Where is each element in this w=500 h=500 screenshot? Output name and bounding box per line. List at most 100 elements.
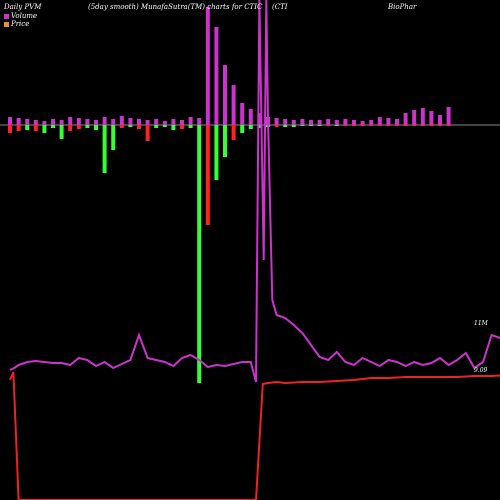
volume-bar-down [291,125,296,127]
volume-bar-down [16,125,21,131]
volume-bar-up [154,119,159,125]
price-axis-label: 9.09 [474,367,488,374]
volume-bar-down [85,125,90,128]
volume-bar-up [248,109,253,125]
volume-bar-down [446,125,451,126]
volume-bar-up [145,120,150,125]
volume-bar-up [42,121,47,125]
volume-bar-up [274,118,279,125]
volume-bar-up [343,119,348,125]
legend-volume-swatch [4,13,9,19]
volume-bar-down [33,125,38,131]
volume-bar-up [309,120,313,125]
volume-bar-up [85,119,90,125]
volume-axis-label: 11M [474,320,488,327]
volume-bar-down [205,125,210,225]
volume-bar-down [326,125,331,126]
volume-bar-down [412,125,417,126]
volume-bar-up [377,117,382,125]
volume-bar-down [334,125,339,126]
volume-bar-up [180,120,184,125]
volume-bar-down [343,125,348,126]
volume-bar-up [257,113,262,125]
volume-bar-down [162,125,167,127]
volume-bar-up [283,119,288,125]
volume-bar-down [128,125,133,127]
volume-bar-up [240,103,245,125]
volume-bar-up [438,115,442,125]
volume-bar-down [403,125,408,126]
volume-bar-up [360,121,365,125]
volume-bar-up [352,120,356,125]
volume-bar-up [231,85,236,125]
volume-bar-up [197,118,202,125]
volume-bar-down [51,125,55,128]
volume-bar-up [102,117,107,125]
volume-bar-up [51,119,55,125]
volume-bar-up [412,110,417,125]
volume-bar-up [171,119,176,125]
volume-bar-up [76,118,81,125]
volume-bar-down [94,125,98,130]
volume-bar-up [420,108,425,125]
volume-bar-up [137,119,141,125]
volume-bar-down [42,125,47,133]
legend-volume: Volume [4,12,37,20]
volume-bar-down [154,125,159,128]
volume-bar-down [248,125,253,129]
legend-price: Price [4,20,29,28]
chart-header-title: (5day smooth) MunafaSutra(TM) charts for… [88,3,263,11]
volume-bar-up [334,120,339,125]
volume-bar-up [205,7,210,125]
volume-bar-down [137,125,141,129]
volume-bar-down [360,125,365,126]
volume-bar-down [25,125,30,130]
volume-bar-up [16,118,21,125]
volume-bar-up [317,120,322,125]
volume-bar-up [369,120,374,125]
volume-bar-down [369,125,374,126]
volume-bar-down [102,125,107,173]
volume-bar-down [180,125,184,129]
volume-bar-down [214,125,219,180]
volume-bar-down [111,125,116,150]
volume-bar-down [197,125,202,383]
volume-bar-up [111,119,116,125]
volume-bar-up [214,27,219,125]
volume-bar-up [223,65,227,125]
volume-bar-down [438,125,442,126]
volume-bar-down [223,125,227,157]
volume-bars [8,7,451,383]
volume-bar-up [188,117,193,125]
volume-bar-down [274,125,279,127]
volume-bar-down [395,125,399,126]
volume-bar-down [76,125,81,129]
volume-bar-up [33,120,38,125]
chart-header-left: Daily PVM [4,3,42,11]
volume-bar-down [68,125,73,131]
volume-bar-up [8,117,12,125]
volume-bar-down [283,125,288,127]
price-line [9,371,500,500]
volume-bar-up [300,119,305,125]
volume-line [9,0,500,383]
volume-bar-down [231,125,236,140]
volume-bar-up [395,119,399,125]
volume-bar-down [309,125,313,126]
volume-bar-up [429,111,434,125]
volume-bar-up [68,117,73,125]
volume-bar-down [386,125,391,126]
volume-bar-down [171,125,176,130]
chart-header-company: (CTI [272,3,288,11]
chart-header-company-cont: BioPhar [388,3,417,11]
volume-bar-down [257,125,262,128]
volume-bar-down [59,125,64,139]
volume-bar-up [386,118,391,125]
volume-bar-up [119,116,124,125]
volume-bar-down [317,125,322,126]
volume-bar-down [352,125,356,126]
volume-bar-up [25,119,30,125]
volume-bar-down [420,125,425,126]
